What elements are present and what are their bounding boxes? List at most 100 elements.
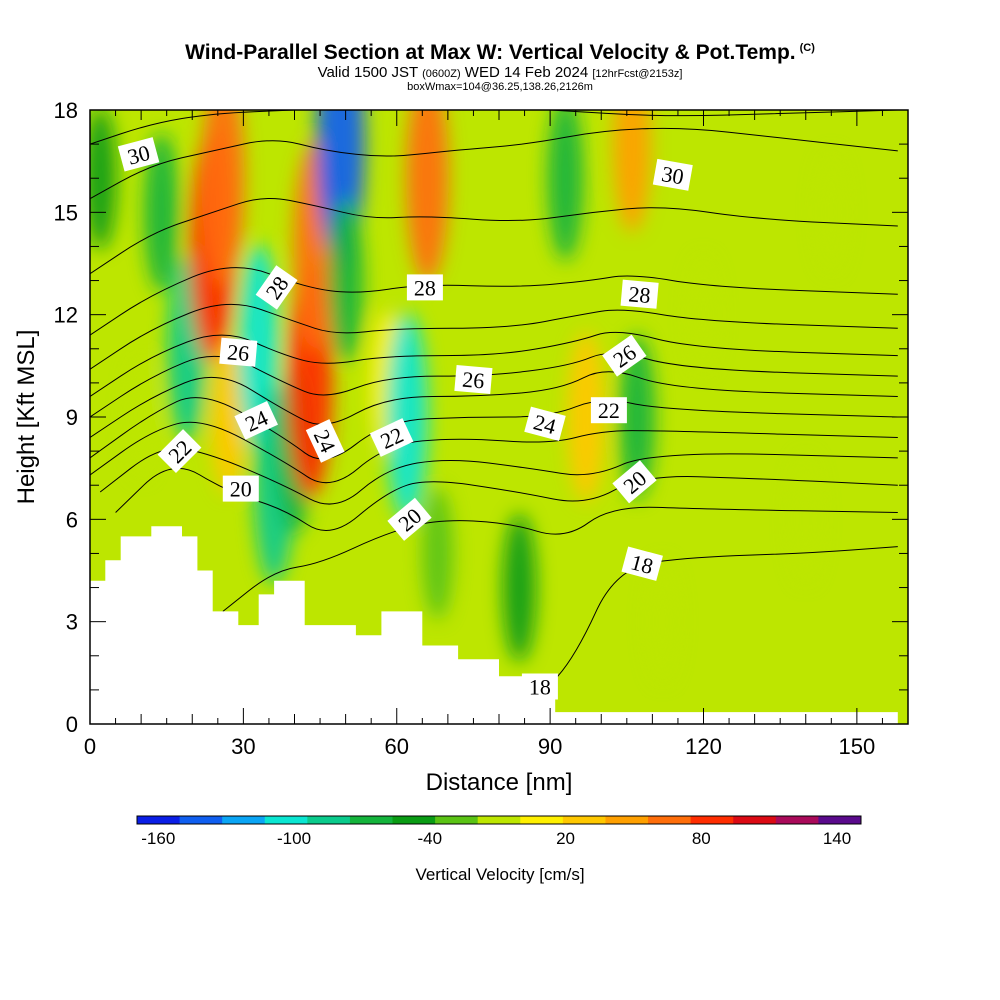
chart-title-text: Wind-Parallel Section at Max W: Vertical… — [185, 41, 796, 64]
colorbar-swatch-12 — [648, 816, 692, 824]
colorbar-swatch-16 — [818, 816, 862, 824]
valid-date: WED 14 Feb 2024 — [464, 64, 589, 81]
contour-label-14: 28 — [620, 279, 659, 309]
colorbar-label: Vertical Velocity [cm/s] — [415, 865, 584, 884]
x-tick-label: 0 — [84, 734, 96, 759]
contour-label-0: 30 — [117, 137, 160, 172]
theta-contour-1 — [222, 506, 898, 612]
colorbar-swatch-6 — [392, 816, 436, 824]
w-cell-21 — [613, 110, 651, 233]
contour-label-15: 30 — [652, 158, 693, 191]
y-tick-label: 0 — [66, 712, 78, 737]
contour-label-bg — [234, 401, 279, 440]
contour-label-text: 18 — [529, 675, 551, 700]
contour-label-bg — [590, 397, 627, 424]
contour-label-bg — [454, 364, 493, 395]
contour-label-bg — [305, 419, 345, 463]
theta-contour-6 — [90, 371, 898, 438]
box-wmax-info: boxWmax=104@36.25,138.26,2126m — [407, 81, 593, 93]
contour-label-text: 28 — [414, 275, 436, 300]
contour-label-bg — [620, 279, 659, 309]
colorbar-swatch-7 — [435, 816, 479, 824]
contour-label-bg — [652, 158, 693, 191]
colorbar-tick-label: -40 — [418, 829, 443, 848]
colorbar-swatch-4 — [307, 816, 351, 824]
y-tick-label: 15 — [54, 200, 78, 225]
contour-label-text: 30 — [660, 161, 686, 189]
copyright-mark: (C) — [799, 42, 815, 54]
valid-time: Valid 1500 JST — [317, 64, 418, 81]
colorbar-swatch-2 — [222, 816, 266, 824]
colorbar-tick-label: -100 — [277, 829, 311, 848]
w-cell-18 — [502, 513, 537, 662]
contour-label-5: 20 — [222, 475, 259, 502]
vertical-velocity-field — [90, 110, 846, 683]
y-tick-label: 12 — [54, 303, 78, 328]
contour-label-bg — [387, 497, 432, 541]
x-tick-label: 150 — [839, 734, 876, 759]
w-cell-2 — [143, 132, 180, 293]
colorbar-swatch-5 — [349, 816, 394, 824]
theta-contour-11 — [90, 197, 898, 275]
contour-label-9: 28 — [406, 274, 443, 301]
colorbar-swatch-9 — [520, 816, 564, 824]
contour-label-bg — [255, 265, 298, 310]
colorbar-swatch-14 — [733, 816, 777, 824]
contour-label-bg — [521, 673, 558, 700]
contour-label-bg — [219, 337, 258, 367]
contour-label-text: 22 — [598, 398, 620, 423]
theta-contour-13 — [90, 110, 295, 145]
w-cell-25 — [790, 456, 821, 583]
w-cell-24 — [689, 256, 718, 373]
colorbar-tick-label: -160 — [141, 829, 175, 848]
contour-label-text: 20 — [230, 477, 252, 502]
contour-label-bg — [612, 460, 657, 504]
forecast-info: [12hrFcst@2153z] — [592, 68, 683, 80]
colorbar-swatch-13 — [690, 816, 734, 824]
contour-label-bg — [117, 137, 160, 172]
y-tick-label: 9 — [66, 405, 78, 430]
contour-label-bg — [621, 546, 663, 581]
colorbar-swatch-10 — [562, 816, 606, 824]
colorbar-swatch-3 — [264, 816, 308, 824]
colorbar: -160 -100 -40 20 80 140 Vertical Velocity [cm/… — [136, 815, 862, 884]
contour-label-18: 18 — [521, 673, 558, 700]
chart-subtitle: Valid 1500 JST (0600Z) WED 14 Feb 2024 [… — [0, 65, 1000, 82]
w-cell-26 — [816, 152, 846, 272]
colorbar-swatch-11 — [605, 816, 649, 824]
contour-label-text: 26 — [226, 339, 250, 366]
w-cell-19 — [547, 110, 584, 261]
contour-label-bg — [524, 406, 566, 442]
colorbar-tick-label: 20 — [556, 829, 575, 848]
colorbar-tick-label: 140 — [823, 829, 851, 848]
colorbar-swatch-15 — [775, 816, 819, 824]
x-axis-title: Distance [nm] — [426, 769, 573, 796]
colorbar-tick-label: 80 — [692, 829, 711, 848]
contour-label-text: 26 — [461, 367, 485, 394]
utc-time: (0600Z) — [422, 68, 461, 80]
contour-label-10: 26 — [454, 364, 493, 395]
theta-contour-10 — [90, 267, 898, 336]
w-cell-6 — [210, 340, 246, 494]
x-tick-label: 30 — [231, 734, 255, 759]
y-tick-label: 3 — [66, 610, 78, 635]
theta-contour-14 — [550, 110, 898, 117]
y-tick-label: 6 — [66, 507, 78, 532]
y-axis-title: Height [Kft MSL] — [13, 330, 40, 505]
w-cell-15 — [385, 312, 429, 522]
x-tick-label: 120 — [685, 734, 722, 759]
contour-label-2: 26 — [219, 337, 258, 367]
w-cell-5 — [201, 110, 245, 286]
colorbar-frame — [136, 815, 862, 825]
colorbar-swatch-0 — [137, 816, 181, 824]
chart-title: Wind-Parallel Section at Max W: Vertical… — [0, 36, 1000, 65]
contour-label-text: 28 — [628, 281, 652, 308]
x-tick-label: 90 — [538, 734, 562, 759]
colorbar-swatch-8 — [477, 816, 521, 824]
title-block: Wind-Parallel Section at Max W: Vertical… — [0, 36, 1000, 93]
colorbar-swatch-1 — [179, 816, 223, 824]
